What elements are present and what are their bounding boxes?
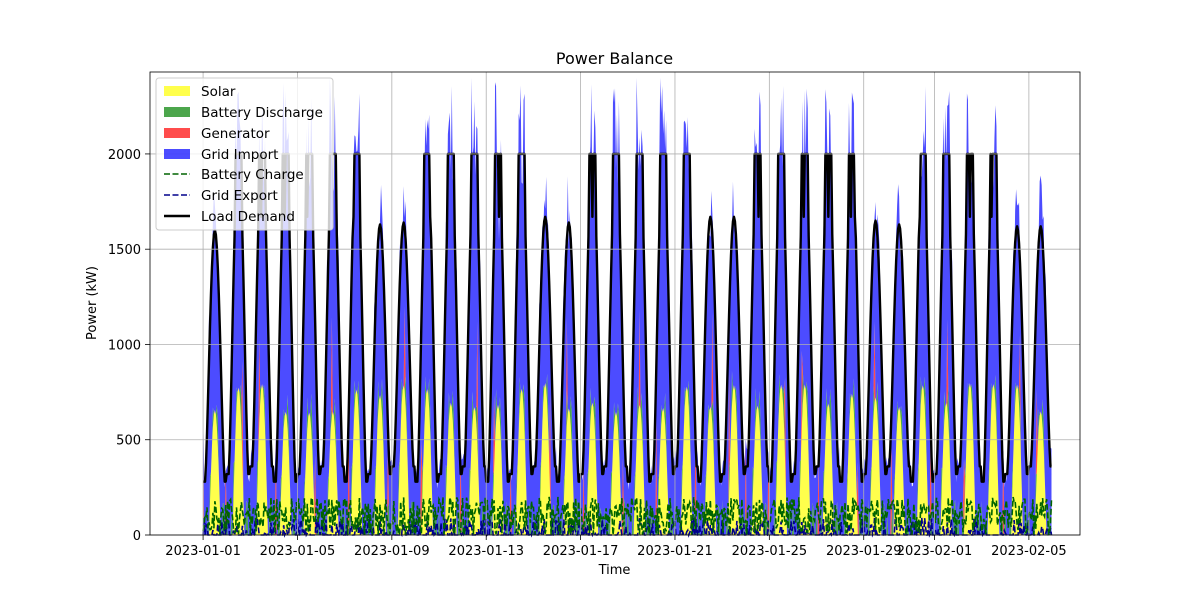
legend-swatch-battery-discharge	[164, 107, 190, 117]
x-tick-label: 2023-01-05	[260, 544, 336, 559]
y-tick-label: 0	[133, 529, 141, 544]
legend-swatch-generator	[164, 128, 190, 138]
x-tick-label: 2023-01-29	[826, 544, 902, 559]
y-tick-label: 1000	[108, 338, 141, 353]
legend-label-grid-export: Grid Export	[201, 188, 278, 204]
y-axis-label: Power (kW)	[85, 266, 100, 340]
y-axis-ticks: 0 500 1000 1500 2000	[108, 148, 150, 544]
x-axis-label: Time	[598, 563, 631, 578]
line-battery-charge	[202, 496, 1053, 538]
x-axis-ticks: 2023-01-01 2023-01-05 2023-01-09 2023-01-13…	[165, 535, 1067, 559]
line-load-demand	[202, 152, 1052, 483]
x-tick-label: 2023-01-21	[637, 544, 713, 559]
legend-label-battery-charge: Battery Charge	[201, 167, 304, 183]
x-tick-label: 2023-02-05	[991, 544, 1067, 559]
plot-frame	[149, 71, 1081, 536]
x-tick-label: 2023-01-17	[543, 544, 619, 559]
legend: Solar Battery Discharge Generator Grid I…	[155, 77, 334, 231]
y-tick-label: 2000	[108, 148, 141, 163]
x-tick-label: 2023-01-01	[165, 544, 241, 559]
y-tick-label: 1500	[108, 243, 141, 258]
legend-swatch-grid-import	[164, 149, 190, 159]
x-tick-label: 2023-01-25	[732, 544, 808, 559]
x-tick-label: 2023-02-01	[897, 544, 973, 559]
legend-label-solar: Solar	[201, 84, 236, 100]
x-tick-label: 2023-01-13	[448, 544, 524, 559]
plot-border	[149, 71, 1081, 536]
legend-label-battery-discharge: Battery Discharge	[201, 105, 323, 121]
legend-label-generator: Generator	[201, 126, 270, 142]
legend-label-grid-import: Grid Import	[201, 147, 278, 163]
chart-title: Power Balance	[556, 49, 673, 68]
legend-swatch-solar	[164, 86, 190, 96]
x-tick-label: 2023-01-09	[354, 544, 430, 559]
y-tick-label: 500	[116, 434, 141, 449]
legend-box	[155, 77, 334, 231]
legend-label-load-demand: Load Demand	[201, 209, 295, 225]
